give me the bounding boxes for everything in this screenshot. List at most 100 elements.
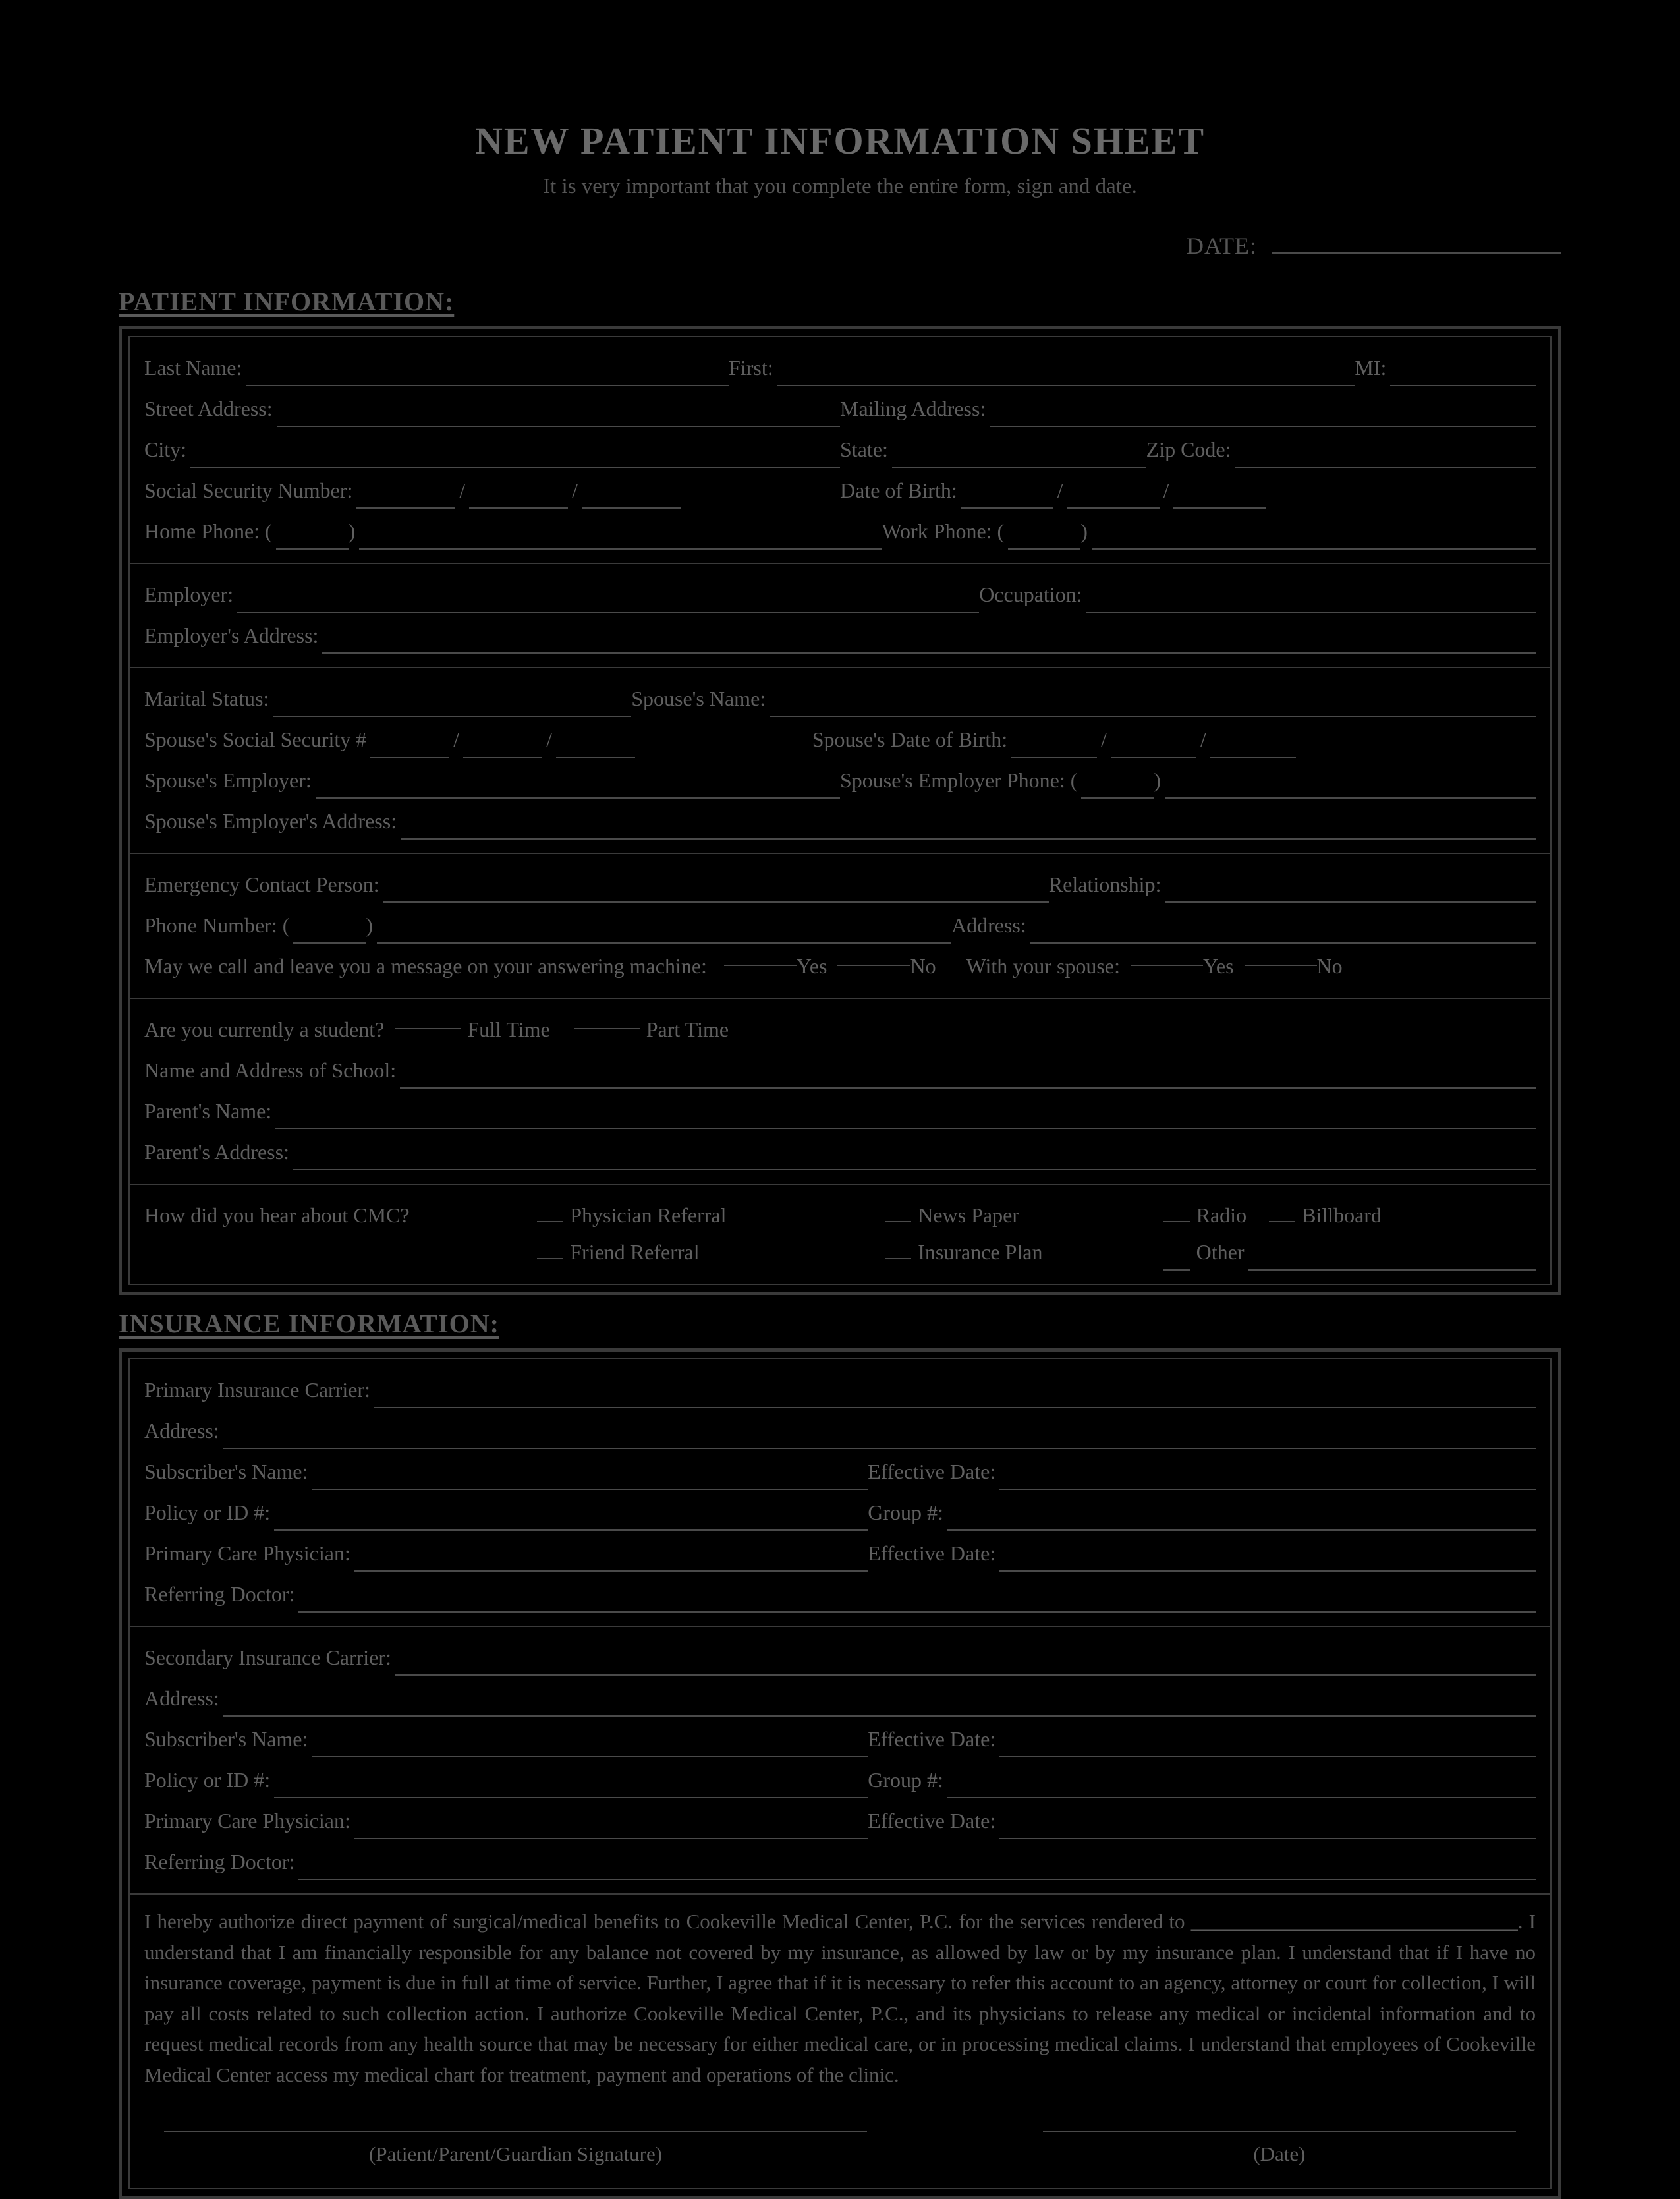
ec-phone-area[interactable] xyxy=(293,925,366,944)
relationship-label: Relationship: xyxy=(1049,866,1165,903)
signature-date-caption: (Date) xyxy=(1043,2136,1516,2172)
emergency-contact-label: Emergency Contact Person: xyxy=(144,866,383,903)
spouse-employer-phone-area[interactable] xyxy=(1081,780,1154,799)
parent-name-input[interactable] xyxy=(275,1111,1536,1129)
last-name-label: Last Name: xyxy=(144,349,246,386)
primary-carrier-input[interactable] xyxy=(374,1390,1536,1408)
spouse-name-input[interactable] xyxy=(770,699,1536,717)
ssn-2[interactable] xyxy=(469,490,568,509)
primary-subscriber-input[interactable] xyxy=(312,1471,868,1490)
mailing-address-input[interactable] xyxy=(990,409,1536,427)
part-time-blank[interactable] xyxy=(574,1011,640,1029)
ssn-1[interactable] xyxy=(356,490,455,509)
secondary-group-input[interactable] xyxy=(947,1780,1536,1798)
secondary-eff2-label: Effective Date: xyxy=(868,1802,999,1839)
work-phone-label: Work Phone: ( xyxy=(882,513,1008,550)
secondary-subscriber-input[interactable] xyxy=(312,1739,868,1757)
am-no-blank[interactable] xyxy=(837,948,910,966)
ssn-label: Social Security Number: xyxy=(144,472,356,509)
occupation-input[interactable] xyxy=(1086,594,1536,613)
parent-name-label: Parent's Name: xyxy=(144,1093,275,1129)
primary-group-input[interactable] xyxy=(947,1512,1536,1531)
zip-label: Zip Code: xyxy=(1146,431,1235,468)
primary-address-input[interactable] xyxy=(223,1431,1536,1449)
spouse-ssn-1[interactable] xyxy=(370,739,449,758)
marital-status-input[interactable] xyxy=(273,699,631,717)
secondary-address-input[interactable] xyxy=(223,1698,1536,1717)
secondary-eff1-input[interactable] xyxy=(999,1739,1536,1757)
zip-input[interactable] xyxy=(1235,449,1536,468)
home-phone-close: ) xyxy=(349,513,360,550)
state-input[interactable] xyxy=(892,449,1146,468)
chk-other[interactable] xyxy=(1163,1253,1190,1271)
dob-2[interactable] xyxy=(1067,490,1160,509)
spouse-dob-3[interactable] xyxy=(1210,739,1296,758)
spouse-ssn-2[interactable] xyxy=(463,739,542,758)
parent-address-input[interactable] xyxy=(293,1152,1536,1170)
mi-input[interactable] xyxy=(1390,368,1536,386)
primary-pcp-label: Primary Care Physician: xyxy=(144,1535,354,1572)
spouse-employer-address-input[interactable] xyxy=(401,821,1536,840)
primary-policy-label: Policy or ID #: xyxy=(144,1494,274,1531)
spouse-dob-label: Spouse's Date of Birth: xyxy=(812,721,1011,758)
chk-newspaper[interactable] xyxy=(885,1205,911,1222)
primary-policy-input[interactable] xyxy=(274,1512,868,1531)
relationship-input[interactable] xyxy=(1165,884,1536,903)
primary-pcp-input[interactable] xyxy=(354,1553,868,1572)
secondary-eff2-input[interactable] xyxy=(999,1821,1536,1839)
signature-line[interactable] xyxy=(164,2113,867,2132)
ssn-3[interactable] xyxy=(582,490,681,509)
employer-label: Employer: xyxy=(144,576,237,613)
home-phone-input[interactable] xyxy=(359,531,882,550)
dob-3[interactable] xyxy=(1173,490,1266,509)
work-phone-area[interactable] xyxy=(1008,531,1080,550)
chk-friend[interactable] xyxy=(537,1242,563,1259)
city-input[interactable] xyxy=(190,449,840,468)
spouse-employer-phone-input[interactable] xyxy=(1165,780,1536,799)
emergency-contact-input[interactable] xyxy=(383,884,1049,903)
secondary-referring-input[interactable] xyxy=(298,1862,1536,1880)
primary-eff1-input[interactable] xyxy=(999,1471,1536,1490)
secondary-carrier-input[interactable] xyxy=(395,1657,1536,1676)
with-spouse-label: With your spouse: xyxy=(966,948,1124,985)
primary-eff2-input[interactable] xyxy=(999,1553,1536,1572)
spouse-employer-input[interactable] xyxy=(316,780,840,799)
spouse-dob-2[interactable] xyxy=(1111,739,1196,758)
other-input[interactable] xyxy=(1248,1252,1536,1271)
chk-insurance[interactable] xyxy=(885,1242,911,1259)
last-name-input[interactable] xyxy=(246,368,729,386)
ec-phone-input[interactable] xyxy=(377,925,951,944)
primary-referring-input[interactable] xyxy=(298,1594,1536,1613)
employer-address-input[interactable] xyxy=(322,635,1536,654)
chk-billboard[interactable] xyxy=(1269,1205,1295,1222)
signature-date-line[interactable] xyxy=(1043,2113,1516,2132)
work-phone-input[interactable] xyxy=(1092,531,1536,550)
ws-yes-blank[interactable] xyxy=(1131,948,1203,966)
date-label: DATE: xyxy=(1187,232,1261,260)
am-yes-blank[interactable] xyxy=(724,948,797,966)
ec-address-input[interactable] xyxy=(1030,925,1536,944)
secondary-group-label: Group #: xyxy=(868,1761,947,1798)
ec-address-label: Address: xyxy=(951,907,1030,944)
secondary-policy-input[interactable] xyxy=(274,1780,868,1798)
chk-physician[interactable] xyxy=(537,1205,563,1222)
secondary-pcp-input[interactable] xyxy=(354,1821,868,1839)
secondary-carrier-label: Secondary Insurance Carrier: xyxy=(144,1639,395,1676)
dob-1[interactable] xyxy=(961,490,1053,509)
employer-input[interactable] xyxy=(237,594,979,613)
spouse-block: Marital Status: Spouse's Name: Spouse's … xyxy=(128,668,1552,853)
full-time-blank[interactable] xyxy=(395,1011,461,1029)
street-address-input[interactable] xyxy=(277,409,840,427)
home-phone-area[interactable] xyxy=(276,531,349,550)
date-blank[interactable] xyxy=(1272,237,1561,254)
spouse-dob-1[interactable] xyxy=(1011,739,1097,758)
primary-eff1-label: Effective Date: xyxy=(868,1453,999,1490)
chk-radio[interactable] xyxy=(1163,1205,1190,1222)
spouse-ssn-3[interactable] xyxy=(556,739,635,758)
spouse-ssn-label: Spouse's Social Security # xyxy=(144,721,370,758)
spouse-employer-phone-label: Spouse's Employer Phone: ( xyxy=(840,762,1081,799)
school-input[interactable] xyxy=(400,1070,1536,1089)
ws-no-blank[interactable] xyxy=(1245,948,1317,966)
first-name-input[interactable] xyxy=(777,368,1355,386)
secondary-insurance-block: Secondary Insurance Carrier: Address: Su… xyxy=(128,1627,1552,1893)
